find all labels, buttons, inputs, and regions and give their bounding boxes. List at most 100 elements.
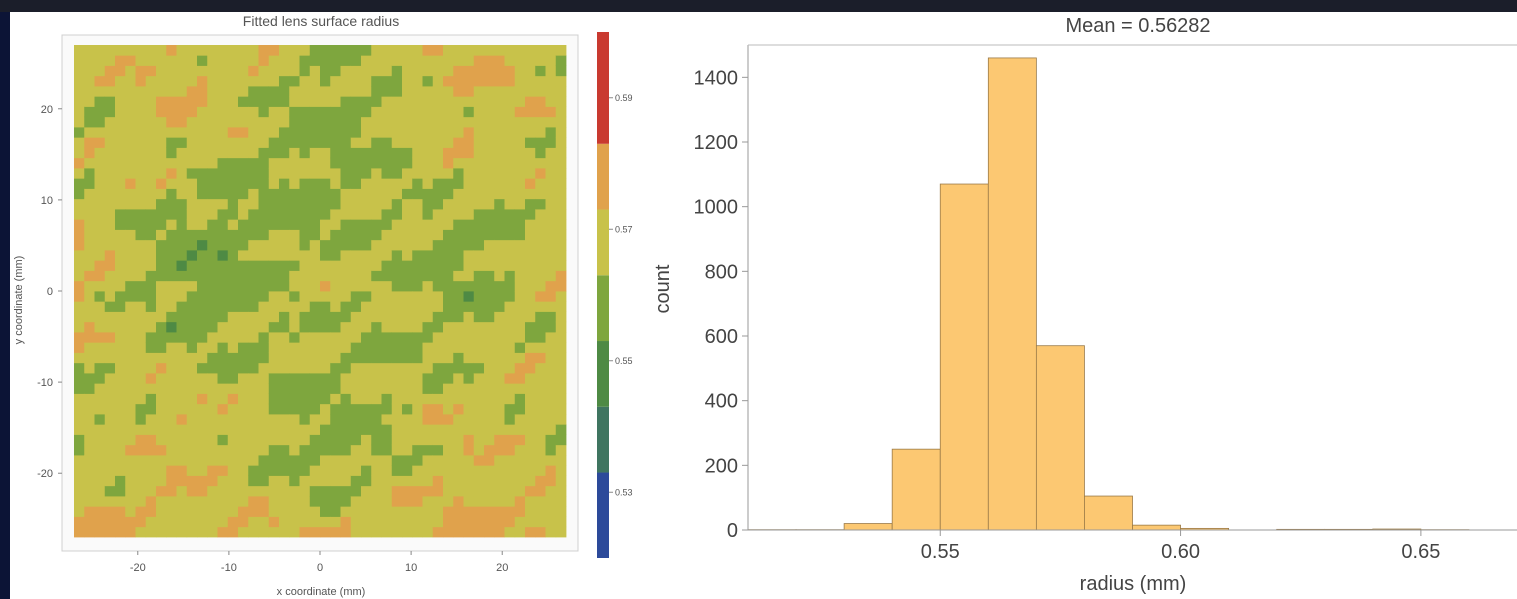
heatmap-cell bbox=[371, 137, 382, 148]
heatmap-cell bbox=[371, 280, 382, 292]
heatmap-cell bbox=[453, 280, 464, 292]
heatmap-cell bbox=[320, 55, 331, 66]
heatmap-cell bbox=[74, 414, 85, 425]
histogram-y-tick-label: 600 bbox=[705, 326, 738, 348]
heatmap-cell bbox=[115, 65, 126, 77]
heatmap-cell bbox=[94, 229, 106, 241]
heatmap-cell bbox=[412, 342, 423, 353]
heatmap-cell bbox=[381, 229, 393, 241]
heatmap-cell bbox=[371, 383, 382, 394]
heatmap-cell bbox=[514, 526, 526, 538]
heatmap-cell bbox=[422, 301, 434, 312]
heatmap-x-tick-label: 10 bbox=[405, 562, 417, 574]
heatmap-cell bbox=[268, 127, 280, 138]
heatmap-cell bbox=[504, 311, 516, 323]
heatmap-cell bbox=[268, 96, 280, 107]
heatmap-cell bbox=[473, 127, 485, 138]
heatmap-cell bbox=[186, 465, 198, 476]
heatmap-cell bbox=[525, 393, 536, 405]
heatmap-y-tick-label: 0 bbox=[47, 286, 53, 298]
heatmap-cell bbox=[84, 311, 95, 323]
heatmap-cell bbox=[535, 393, 546, 405]
heatmap-cell bbox=[432, 526, 444, 538]
heatmap-cell bbox=[145, 229, 157, 241]
heatmap-cell bbox=[74, 147, 85, 159]
heatmap-cell bbox=[330, 147, 341, 159]
heatmap-cell bbox=[104, 373, 116, 384]
heatmap-cell bbox=[350, 116, 362, 128]
heatmap-cell bbox=[299, 147, 311, 159]
heatmap-cell bbox=[227, 465, 239, 476]
heatmap-cell bbox=[545, 373, 557, 384]
heatmap-cell bbox=[555, 157, 567, 169]
heatmap-cell bbox=[74, 475, 85, 487]
heatmap-cell bbox=[555, 270, 567, 282]
heatmap-cell bbox=[504, 147, 516, 159]
heatmap-cell bbox=[504, 280, 516, 292]
histogram-bar bbox=[1035, 345, 1085, 531]
heatmap-cell bbox=[453, 301, 464, 312]
heatmap-cell bbox=[227, 383, 239, 394]
heatmap-cell bbox=[381, 383, 393, 394]
heatmap-cell bbox=[381, 352, 393, 364]
heatmap-cell bbox=[391, 65, 403, 77]
heatmap-cell bbox=[422, 424, 434, 435]
heatmap-cell bbox=[320, 352, 331, 364]
heatmap-cell bbox=[494, 127, 505, 138]
heatmap-cell bbox=[125, 485, 136, 497]
heatmap-cell bbox=[115, 55, 126, 66]
colorbar-ticks: 0.590.570.550.53 bbox=[609, 93, 633, 497]
heatmap-cell bbox=[443, 465, 454, 476]
heatmap-cell bbox=[74, 250, 85, 261]
heatmap-cell bbox=[514, 229, 526, 241]
heatmap-cell bbox=[412, 414, 423, 425]
heatmap-cell bbox=[443, 168, 454, 179]
heatmap-cell bbox=[125, 96, 136, 107]
heatmap-cell bbox=[145, 137, 157, 148]
heatmap-cell bbox=[74, 86, 85, 97]
heatmap-cell bbox=[94, 96, 106, 107]
heatmap-cell bbox=[268, 198, 280, 210]
heatmap-cell bbox=[84, 475, 95, 487]
heatmap-cell bbox=[104, 311, 116, 323]
heatmap-cell bbox=[422, 465, 434, 476]
heatmap-cell bbox=[320, 229, 331, 241]
heatmap-cell bbox=[555, 137, 567, 148]
heatmap-cells bbox=[74, 45, 567, 538]
heatmap-cell bbox=[484, 75, 495, 87]
heatmap-cell bbox=[186, 362, 198, 374]
heatmap-cell bbox=[422, 414, 434, 425]
heatmap-cell bbox=[391, 198, 403, 210]
heatmap-cell bbox=[238, 116, 249, 128]
heatmap-cell bbox=[381, 321, 393, 333]
heatmap-cell bbox=[463, 362, 475, 374]
heatmap-cell bbox=[514, 332, 526, 343]
heatmap-cell bbox=[104, 526, 116, 538]
heatmap-cell bbox=[238, 75, 249, 87]
heatmap-cell bbox=[350, 496, 362, 507]
heatmap-cell bbox=[115, 526, 126, 538]
heatmap-cell bbox=[104, 280, 116, 292]
heatmap-cell bbox=[309, 55, 321, 66]
heatmap-cell bbox=[422, 526, 434, 538]
heatmap-cell bbox=[248, 506, 259, 517]
heatmap-cell bbox=[227, 188, 239, 200]
heatmap-cell bbox=[535, 86, 546, 97]
heatmap-cell bbox=[156, 96, 167, 107]
heatmap-cell bbox=[238, 485, 249, 497]
heatmap-cell bbox=[555, 301, 567, 312]
heatmap-cell bbox=[279, 424, 290, 435]
heatmap-cell bbox=[166, 106, 177, 118]
heatmap-cell bbox=[94, 485, 106, 497]
heatmap-cell bbox=[525, 485, 536, 497]
heatmap-cell bbox=[176, 465, 188, 476]
heatmap-cell bbox=[299, 96, 311, 107]
heatmap-cell bbox=[555, 127, 567, 138]
heatmap-cell bbox=[227, 178, 239, 189]
heatmap-cell bbox=[361, 516, 372, 528]
heatmap-cell bbox=[217, 352, 229, 364]
heatmap-cell bbox=[289, 137, 300, 148]
heatmap-cell bbox=[525, 229, 536, 241]
heatmap-cell bbox=[525, 147, 536, 159]
heatmap-cell bbox=[258, 475, 270, 487]
